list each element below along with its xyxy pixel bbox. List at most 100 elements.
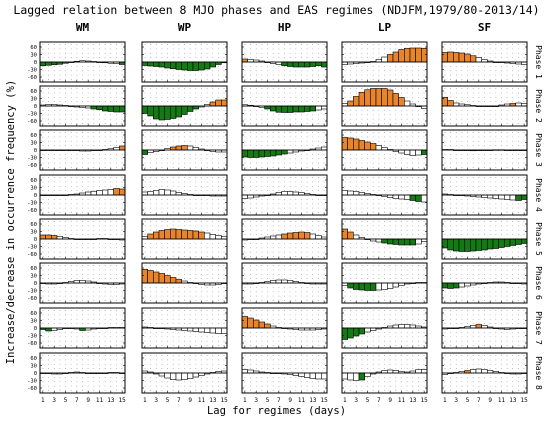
grid-dot <box>478 132 480 133</box>
bar-lp-phase4-lag2 <box>347 190 354 196</box>
grid-dot <box>42 65 44 67</box>
grid-dot <box>167 158 169 160</box>
grid-dot <box>161 123 163 124</box>
grid-dot <box>93 300 95 301</box>
grid-dot <box>423 207 425 209</box>
grid-dot <box>295 162 297 164</box>
grid-dot <box>212 207 214 209</box>
grid-dot <box>367 181 369 183</box>
grid-dot <box>323 118 325 120</box>
grid-dot <box>406 74 408 76</box>
grid-dot <box>455 212 457 213</box>
grid-dot <box>506 229 508 231</box>
grid-dot <box>323 225 325 227</box>
grid-dot <box>59 190 61 192</box>
grid-dot <box>455 190 457 192</box>
grid-dot <box>272 145 274 147</box>
grid-dot <box>444 140 446 142</box>
grid-dot <box>42 79 44 80</box>
grid-dot <box>523 251 525 253</box>
grid-dot <box>150 132 152 133</box>
grid-dot <box>261 265 263 266</box>
grid-dot <box>372 295 374 297</box>
y-tick-label: 60 <box>30 222 37 228</box>
grid-dot <box>59 118 61 120</box>
grid-dot <box>400 140 402 142</box>
grid-dot <box>312 140 314 142</box>
grid-dot <box>65 203 67 205</box>
grid-dot <box>395 221 397 222</box>
grid-dot <box>423 167 425 168</box>
grid-dot <box>189 44 191 45</box>
grid-dot <box>98 158 100 160</box>
grid-dot <box>200 74 202 76</box>
grid-dot <box>167 52 169 54</box>
grid-dot <box>300 185 302 187</box>
grid-dot <box>472 153 474 155</box>
grid-dot <box>167 203 169 205</box>
grid-dot <box>110 203 112 205</box>
grid-dot <box>289 52 291 54</box>
grid-dot <box>317 162 319 164</box>
grid-dot <box>93 212 95 213</box>
bar-hp-phase3-lag5 <box>264 149 271 157</box>
grid-dot <box>223 229 225 231</box>
grid-dot <box>223 145 225 147</box>
grid-dot <box>500 65 502 67</box>
grid-dot <box>42 74 44 76</box>
grid-dot <box>278 185 280 187</box>
grid-dot <box>272 92 274 94</box>
grid-dot <box>389 48 391 50</box>
y-tick-label: 60 <box>30 89 37 95</box>
bar-wp-phase4-lag4 <box>158 189 165 196</box>
grid-dot <box>93 96 95 98</box>
grid-dot <box>255 167 257 168</box>
grid-dot <box>495 57 497 59</box>
grid-dot <box>417 70 419 72</box>
grid-dot <box>417 132 419 133</box>
grid-dot <box>444 153 446 155</box>
grid-dot <box>517 52 519 54</box>
grid-dot <box>184 212 185 213</box>
grid-dot <box>82 109 83 111</box>
grid-dot <box>367 123 369 124</box>
grid-dot <box>272 177 274 178</box>
grid-dot <box>144 251 146 253</box>
grid-dot <box>104 225 106 227</box>
grid-dot <box>300 132 302 133</box>
grid-dot <box>517 96 519 98</box>
grid-dot <box>255 212 257 213</box>
grid-dot <box>98 212 100 213</box>
grid-dot <box>48 177 50 178</box>
grid-dot <box>344 74 346 76</box>
grid-dot <box>478 221 480 222</box>
grid-dot <box>172 145 174 147</box>
grid-dot <box>200 225 202 227</box>
grid-dot <box>115 278 117 280</box>
grid-dot <box>495 44 497 45</box>
grid-dot <box>400 74 402 76</box>
grid-dot <box>444 88 446 89</box>
grid-dot <box>384 109 385 111</box>
grid-dot <box>361 212 363 213</box>
grid-dot <box>289 158 291 160</box>
grid-dot <box>206 221 208 222</box>
grid-dot <box>223 136 225 138</box>
grid-dot <box>267 114 269 116</box>
grid-dot <box>523 234 525 236</box>
grid-dot <box>450 295 452 297</box>
grid-dot <box>289 96 291 98</box>
grid-dot <box>267 229 269 231</box>
grid-dot <box>400 295 402 297</box>
grid-dot <box>261 212 263 213</box>
grid-dot <box>98 251 100 253</box>
grid-dot <box>306 300 308 301</box>
grid-dot <box>167 74 169 76</box>
grid-dot <box>267 225 269 227</box>
grid-dot <box>261 158 263 160</box>
grid-dot <box>261 185 263 187</box>
grid-dot <box>467 74 469 76</box>
grid-dot <box>223 242 225 244</box>
grid-dot <box>517 70 519 72</box>
grid-dot <box>206 190 208 192</box>
